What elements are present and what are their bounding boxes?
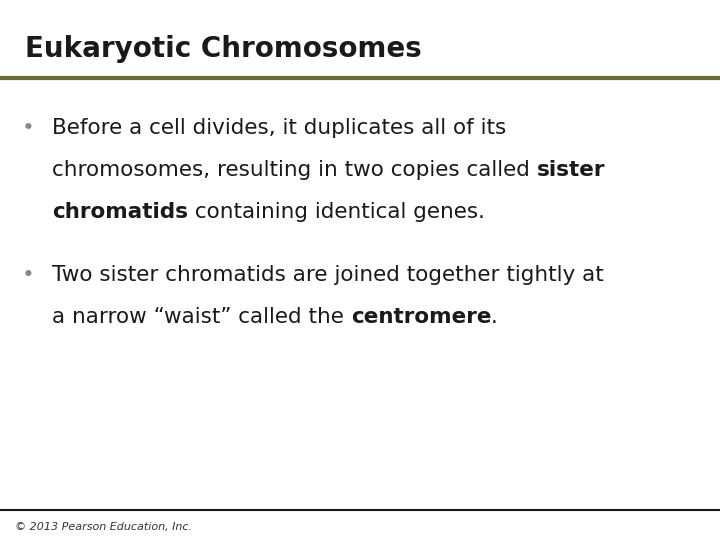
Text: chromosomes, resulting in two copies called: chromosomes, resulting in two copies cal… (52, 160, 536, 180)
Text: Eukaryotic Chromosomes: Eukaryotic Chromosomes (25, 35, 422, 63)
Text: .: . (491, 307, 498, 327)
Text: •: • (22, 118, 35, 138)
Text: chromatids: chromatids (52, 202, 188, 222)
Text: sister: sister (536, 160, 606, 180)
Text: a narrow “waist” called the: a narrow “waist” called the (52, 307, 351, 327)
Text: centromere: centromere (351, 307, 491, 327)
Text: Before a cell divides, it duplicates all of its: Before a cell divides, it duplicates all… (52, 118, 506, 138)
Text: containing identical genes.: containing identical genes. (188, 202, 485, 222)
Text: © 2013 Pearson Education, Inc.: © 2013 Pearson Education, Inc. (15, 522, 192, 532)
Text: Two sister chromatids are joined together tightly at: Two sister chromatids are joined togethe… (52, 265, 604, 285)
Text: •: • (22, 265, 35, 285)
